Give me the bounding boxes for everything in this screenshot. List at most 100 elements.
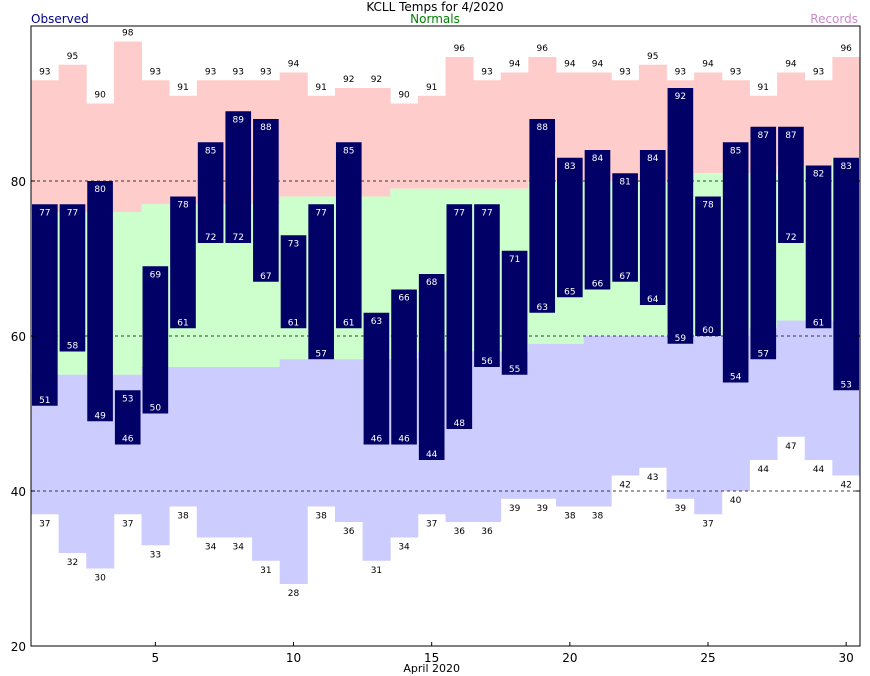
record-high-band	[390, 103, 419, 189]
record-low-band	[777, 320, 806, 437]
observed-bar	[722, 142, 749, 383]
record-low-label: 47	[785, 442, 796, 452]
observed-low-label: 65	[564, 287, 575, 297]
record-high-band	[169, 95, 198, 205]
record-high-label: 94	[702, 60, 714, 70]
record-low-band	[252, 367, 281, 561]
observed-low-label: 66	[592, 280, 604, 290]
observed-bar	[612, 173, 638, 282]
observed-low-label: 72	[233, 233, 244, 243]
record-high-label: 98	[122, 29, 134, 39]
observed-low-label: 58	[67, 342, 79, 352]
x-tick-label: 30	[839, 651, 854, 665]
observed-low-label: 46	[122, 435, 134, 445]
record-high-label: 93	[481, 67, 492, 77]
record-low-label: 38	[564, 512, 576, 522]
record-low-label: 34	[398, 543, 410, 553]
record-high-band	[832, 57, 861, 158]
record-high-label: 94	[564, 60, 576, 70]
record-low-label: 33	[150, 550, 161, 560]
observed-bar	[197, 142, 224, 243]
record-low-label: 37	[122, 519, 133, 529]
observed-high-label: 69	[150, 270, 162, 280]
observed-high-label: 71	[509, 255, 520, 265]
record-low-label: 36	[343, 527, 355, 537]
record-high-band	[445, 57, 474, 189]
record-high-label: 93	[813, 67, 824, 77]
observed-high-label: 73	[288, 239, 299, 249]
observed-low-label: 56	[481, 357, 493, 367]
observed-bar	[833, 157, 859, 391]
record-low-band	[58, 374, 87, 553]
record-high-label: 93	[675, 67, 686, 77]
x-tick-label: 10	[286, 651, 301, 665]
x-tick-label: 25	[700, 651, 715, 665]
record-high-label: 94	[509, 60, 521, 70]
observed-low-label: 60	[702, 326, 714, 336]
observed-low-label: 61	[288, 318, 299, 328]
record-low-label: 39	[536, 504, 548, 514]
record-low-label: 31	[260, 566, 271, 576]
observed-high-label: 77	[454, 208, 465, 218]
observed-high-label: 85	[205, 146, 216, 156]
record-low-band	[583, 336, 612, 507]
observed-bar	[639, 150, 666, 305]
observed-bar	[667, 88, 694, 344]
observed-high-label: 89	[233, 115, 245, 125]
normal-band	[113, 212, 142, 375]
record-high-band	[58, 64, 87, 212]
observed-high-label: 68	[426, 278, 438, 288]
observed-high-label: 77	[67, 208, 78, 218]
observed-bar	[253, 119, 279, 282]
observed-high-label: 81	[619, 177, 630, 187]
record-high-band	[141, 80, 170, 205]
observed-high-label: 84	[592, 154, 604, 164]
record-high-band	[307, 95, 336, 197]
record-high-label: 94	[288, 60, 300, 70]
record-low-band	[473, 351, 502, 522]
observed-low-label: 44	[426, 450, 438, 460]
observed-low-label: 55	[509, 365, 520, 375]
record-low-label: 40	[730, 496, 742, 506]
observed-low-label: 61	[177, 318, 188, 328]
record-high-band	[31, 80, 60, 212]
observed-high-label: 88	[260, 123, 272, 133]
record-low-band	[694, 336, 723, 515]
observed-high-label: 87	[758, 131, 769, 141]
observed-low-label: 57	[758, 349, 769, 359]
observed-low-label: 53	[840, 380, 851, 390]
record-low-band	[334, 359, 363, 522]
record-high-label: 96	[454, 44, 466, 54]
record-high-label: 96	[536, 44, 548, 54]
observed-low-label: 72	[205, 233, 216, 243]
observed-bar	[584, 150, 611, 290]
record-high-band	[694, 72, 723, 174]
record-high-label: 93	[730, 67, 741, 77]
record-low-label: 30	[94, 574, 106, 584]
observed-high-label: 78	[177, 201, 189, 211]
record-low-band	[556, 343, 585, 507]
record-low-label: 32	[67, 558, 78, 568]
observed-low-label: 46	[371, 435, 383, 445]
y-tick-label: 60	[11, 330, 26, 344]
observed-low-label: 50	[150, 404, 162, 414]
observed-bar	[87, 181, 113, 422]
record-high-label: 93	[233, 67, 244, 77]
observed-bar	[142, 266, 169, 414]
observed-high-label: 77	[39, 208, 50, 218]
observed-high-label: 82	[813, 170, 824, 180]
observed-bar	[474, 204, 500, 367]
record-high-band	[113, 41, 142, 212]
observed-bar	[335, 142, 362, 329]
record-high-band	[362, 88, 391, 197]
record-low-label: 28	[288, 589, 300, 599]
observed-bar	[805, 165, 832, 329]
observed-bar	[750, 126, 777, 360]
record-low-label: 38	[592, 512, 604, 522]
observed-bar	[778, 126, 804, 243]
observed-bar	[501, 250, 528, 375]
record-high-label: 94	[592, 60, 604, 70]
record-low-label: 39	[675, 504, 687, 514]
record-high-label: 90	[398, 91, 410, 101]
observed-bar	[32, 204, 58, 406]
